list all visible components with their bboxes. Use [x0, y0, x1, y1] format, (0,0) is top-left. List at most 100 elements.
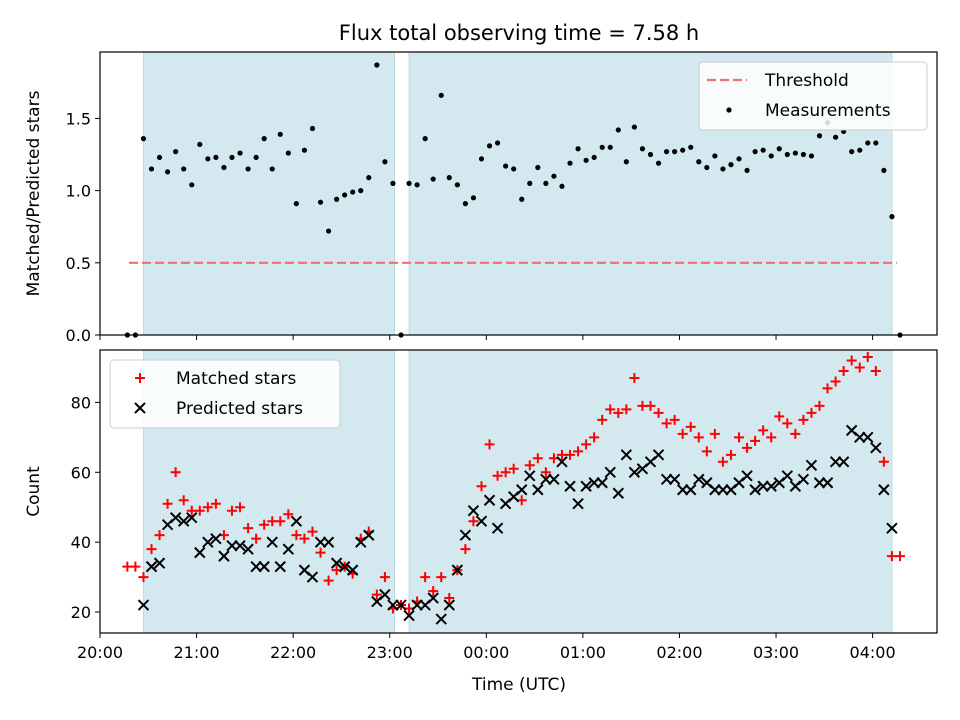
data-point: [865, 140, 871, 146]
data-point: [878, 456, 889, 467]
data-point: [750, 435, 761, 446]
data-point: [612, 487, 625, 499]
data-point: [516, 484, 528, 496]
data-point: [693, 473, 705, 485]
data-point: [363, 529, 375, 541]
data-point: [237, 150, 243, 156]
data-point: [275, 516, 286, 527]
data-point: [668, 473, 681, 485]
data-point: [680, 147, 686, 153]
data-point: [491, 522, 504, 534]
data-point: [178, 495, 189, 506]
data-point: [140, 136, 147, 142]
data-point: [202, 502, 213, 513]
data-point: [269, 166, 275, 172]
data-point: [765, 480, 777, 492]
data-point: [390, 180, 396, 186]
legend-marker: [726, 107, 732, 113]
legend: Threshold Measurements: [698, 61, 928, 131]
y-tick-label: 0.5: [66, 254, 91, 273]
data-point: [742, 442, 753, 453]
axes-frame: [99, 349, 938, 634]
data-point: [752, 149, 758, 155]
data-point: [589, 432, 600, 443]
data-point: [696, 159, 702, 165]
legend: Matched stars Predicted stars: [109, 359, 341, 429]
data-point: [309, 125, 316, 132]
data-point: [873, 140, 879, 146]
data-point: [285, 150, 291, 156]
data-point: [422, 136, 428, 142]
data-point: [325, 228, 332, 234]
data-point: [290, 515, 303, 527]
data-point: [374, 62, 380, 68]
data-point: [758, 425, 769, 436]
data-point: [446, 175, 452, 181]
data-point: [253, 154, 259, 161]
legend-box: [698, 61, 928, 131]
y-axis-label: Count: [24, 466, 44, 517]
data-point: [886, 522, 898, 534]
data-point: [189, 182, 195, 188]
data-point: [816, 133, 823, 139]
data-point: [527, 180, 533, 186]
x-tick-label: 20:00: [77, 643, 123, 662]
data-point: [221, 164, 227, 171]
data-point: [709, 428, 720, 439]
data-point: [153, 557, 166, 569]
data-point: [137, 599, 150, 611]
data-point: [712, 153, 718, 159]
data-point: [559, 183, 565, 189]
data-point: [583, 157, 589, 163]
data-point: [317, 199, 324, 205]
y-tick-label: 1.0: [66, 182, 91, 201]
data-point: [435, 613, 447, 625]
data-point: [475, 515, 488, 527]
data-point: [532, 453, 543, 464]
y-tick-label: 20: [71, 603, 91, 622]
data-point: [197, 141, 203, 148]
data-point: [805, 459, 818, 472]
data-point: [414, 182, 420, 188]
data-point: [760, 147, 766, 153]
data-point: [173, 149, 179, 155]
data-point: [669, 414, 680, 425]
data-point: [604, 466, 616, 478]
data-point: [395, 599, 407, 611]
data-point: [857, 147, 863, 153]
data-point: [704, 164, 710, 171]
data-point: [677, 428, 688, 439]
x-tick-label: 02:00: [656, 643, 702, 662]
data-point: [572, 498, 584, 510]
data-point: [701, 446, 712, 457]
series-measurements: [124, 62, 903, 338]
x-axis-label: Time (UTC): [471, 675, 566, 695]
data-point: [245, 166, 251, 172]
data-point: [800, 151, 807, 158]
data-point: [736, 156, 742, 162]
data-point: [213, 154, 219, 161]
data-point: [620, 449, 633, 461]
data-point: [459, 529, 472, 541]
data-point: [194, 505, 205, 516]
x-tick-label: 04:00: [850, 643, 896, 662]
data-point: [154, 530, 165, 541]
data-point: [235, 502, 246, 513]
x-tick-label: 22:00: [270, 643, 316, 662]
y-tick-label: 40: [71, 533, 91, 552]
data-point: [277, 131, 283, 137]
data-point: [645, 400, 656, 411]
data-point: [832, 134, 839, 140]
data-point: [202, 536, 214, 548]
data-point: [565, 449, 576, 460]
data-point: [870, 365, 881, 376]
data-point: [806, 407, 817, 418]
data-point: [379, 572, 390, 583]
x-tick-label: 03:00: [753, 643, 799, 662]
data-point: [358, 188, 364, 194]
data-point: [685, 484, 697, 496]
data-point: [878, 484, 890, 496]
data-point: [870, 442, 882, 454]
legend-label: Matched stars: [176, 369, 296, 389]
